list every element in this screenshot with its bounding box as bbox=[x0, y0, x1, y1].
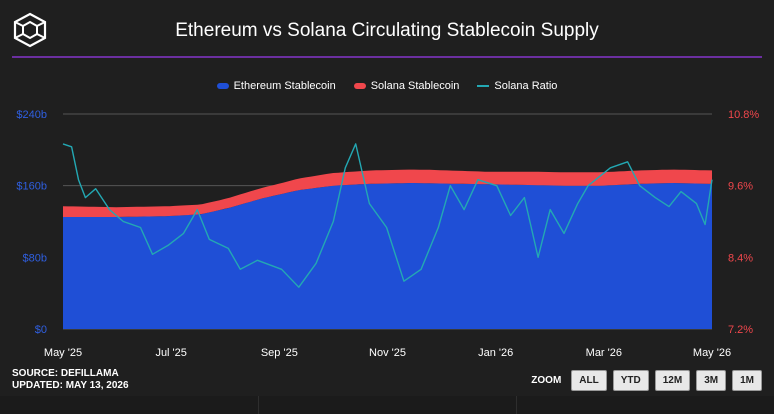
bottom-divider bbox=[516, 396, 517, 414]
zoom-controls: ZOOM ALL YTD 12M 3M 1M bbox=[531, 370, 762, 391]
legend-swatch-ratio bbox=[477, 85, 490, 87]
zoom-3m-button[interactable]: 3M bbox=[696, 370, 727, 391]
chart-footer: SOURCE: DEFILLAMA UPDATED: MAY 13, 2026 bbox=[12, 368, 129, 392]
zoom-ytd-button[interactable]: YTD bbox=[612, 370, 649, 391]
bottom-divider bbox=[258, 396, 259, 414]
ethereum-stablecoin-area bbox=[63, 183, 712, 329]
legend-swatch-solana bbox=[353, 83, 366, 89]
y-left-tick-label: $160b bbox=[16, 181, 47, 193]
solana-ratio-line bbox=[62, 143, 713, 288]
x-tick-label: May '26 bbox=[693, 347, 731, 359]
axis-labels: $0 7.2% $80b 8.4% $160b 9.6% $240b 10.8% May '25… bbox=[16, 109, 759, 359]
bottom-bar bbox=[0, 396, 774, 414]
solana-stablecoin-area bbox=[63, 169, 712, 217]
logo-icon bbox=[13, 12, 47, 48]
zoom-1m-button[interactable]: 1M bbox=[732, 370, 762, 391]
source-text: SOURCE: DEFILLAMA bbox=[12, 368, 119, 379]
y-right-tick-label: 10.8% bbox=[728, 109, 759, 121]
series-lines bbox=[62, 143, 713, 288]
zoom-12m-button[interactable]: 12M bbox=[654, 370, 691, 391]
x-tick-label: May '25 bbox=[44, 347, 82, 359]
x-tick-label: Nov '25 bbox=[369, 347, 406, 359]
y-left-tick-label: $240b bbox=[16, 109, 47, 121]
y-right-tick-label: 9.6% bbox=[728, 181, 753, 193]
zoom-all-button[interactable]: ALL bbox=[571, 370, 607, 391]
y-left-tick-label: $80b bbox=[23, 252, 47, 264]
legend-label: Solana Stablecoin bbox=[370, 80, 460, 92]
legend-item-solana-ratio[interactable]: Solana Ratio bbox=[477, 80, 557, 92]
x-tick-label: Jul '25 bbox=[155, 347, 186, 359]
y-left-tick-label: $0 bbox=[35, 324, 47, 336]
chart-title: Ethereum vs Solana Circulating Stablecoi… bbox=[175, 20, 599, 41]
y-right-tick-label: 8.4% bbox=[728, 252, 753, 264]
legend-swatch-ethereum bbox=[216, 83, 229, 89]
x-tick-label: Sep '25 bbox=[261, 347, 298, 359]
series-areas bbox=[63, 169, 712, 329]
chart-legend: Ethereum Stablecoin Solana Stablecoin So… bbox=[0, 80, 774, 92]
y-right-tick-label: 7.2% bbox=[728, 324, 753, 336]
legend-label: Solana Ratio bbox=[494, 80, 558, 92]
x-tick-label: Jan '26 bbox=[478, 347, 513, 359]
x-tick-label: Mar '26 bbox=[586, 347, 622, 359]
legend-item-ethereum-stablecoin[interactable]: Ethereum Stablecoin bbox=[216, 80, 336, 92]
title-divider bbox=[12, 56, 762, 58]
updated-text: UPDATED: MAY 13, 2026 bbox=[12, 380, 129, 391]
legend-item-solana-stablecoin[interactable]: Solana Stablecoin bbox=[353, 80, 460, 92]
legend-label: Ethereum Stablecoin bbox=[233, 80, 336, 92]
zoom-label: ZOOM bbox=[531, 375, 562, 386]
